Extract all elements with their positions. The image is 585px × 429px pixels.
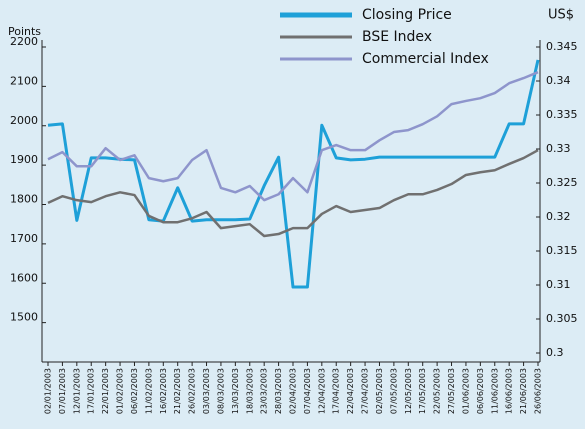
- x-tick-label: 06/06/2003: [476, 368, 485, 414]
- x-tick-label: 13/03/2003: [231, 368, 240, 414]
- legend-label: Closing Price: [362, 7, 452, 23]
- y-tick-label: 1700: [10, 232, 38, 245]
- legend-label: BSE Index: [362, 29, 432, 45]
- x-tick-label: 11/06/2003: [490, 368, 499, 414]
- y2-tick-label: 0.345: [546, 40, 578, 53]
- x-tick-label: 07/01/2003: [58, 368, 67, 414]
- y2-tick-label: 0.32: [546, 210, 571, 223]
- x-tick-label: 22/05/2003: [433, 368, 442, 414]
- series-line: [47, 59, 540, 289]
- x-tick-label: 26/02/2003: [188, 368, 197, 414]
- x-tick-label: 27/05/2003: [447, 368, 456, 414]
- x-tick-label: 22/04/2003: [346, 368, 355, 414]
- x-tick-label: 12/04/2003: [317, 368, 326, 414]
- x-tick-label: 08/03/2003: [216, 368, 225, 414]
- x-tick-label: 02/04/2003: [289, 368, 298, 414]
- x-tick-label: 01/06/2003: [461, 368, 470, 414]
- series-line: [47, 149, 539, 238]
- legend-label: Commercial Index: [362, 51, 489, 67]
- y2-tick-label: 0.33: [546, 142, 571, 155]
- x-tick-label: 12/01/2003: [72, 368, 81, 414]
- y2-tick-label: 0.34: [546, 74, 571, 87]
- y2-tick-label: 0.305: [546, 312, 578, 325]
- y2-tick-label: 0.335: [546, 108, 578, 121]
- x-tick-label: 16/02/2003: [159, 368, 168, 414]
- x-tick-label: 22/01/2003: [101, 368, 110, 414]
- x-tick-label: 11/02/2003: [144, 368, 153, 414]
- y-axis-label: Points: [8, 25, 41, 38]
- y-tick-label: 2100: [10, 74, 38, 87]
- series-line: [47, 71, 539, 202]
- y-tick-label: 1800: [10, 193, 38, 206]
- x-tick-label: 07/04/2003: [303, 368, 312, 414]
- x-tick-label: 12/05/2003: [404, 368, 413, 414]
- y-tick-label: 1600: [10, 271, 38, 284]
- x-tick-label: 18/03/2003: [245, 368, 254, 414]
- y-tick-label: 2200: [10, 35, 38, 48]
- x-tick-label: 17/01/2003: [87, 368, 96, 414]
- y-tick-label: 1500: [10, 311, 38, 324]
- y2-axis-label: US$: [548, 8, 574, 23]
- x-tick-label: 03/03/2003: [202, 368, 211, 414]
- x-tick-label: 26/06/2003: [534, 368, 543, 414]
- x-tick-label: 06/02/2003: [130, 368, 139, 414]
- x-tick-label: 21/06/2003: [519, 368, 528, 414]
- y-tick-label: 1900: [10, 153, 38, 166]
- y2-tick-label: 0.31: [546, 278, 571, 291]
- y2-tick-label: 0.325: [546, 176, 578, 189]
- x-tick-label: 01/02/2003: [116, 368, 125, 414]
- x-tick-label: 27/04/2003: [361, 368, 370, 414]
- y-tick-label: 2000: [10, 114, 38, 127]
- x-tick-label: 28/03/2003: [274, 368, 283, 414]
- x-tick-label: 17/04/2003: [332, 368, 341, 414]
- y2-tick-label: 0.315: [546, 244, 578, 257]
- x-tick-label: 21/02/2003: [173, 368, 182, 414]
- x-tick-label: 16/06/2003: [505, 368, 514, 414]
- x-tick-label: 23/03/2003: [260, 368, 269, 414]
- y2-tick-label: 0.3: [546, 346, 564, 359]
- x-tick-label: 02/01/2003: [44, 368, 53, 414]
- x-tick-label: 02/05/2003: [375, 368, 384, 414]
- x-tick-label: 07/05/2003: [389, 368, 398, 414]
- x-tick-label: 17/05/2003: [418, 368, 427, 414]
